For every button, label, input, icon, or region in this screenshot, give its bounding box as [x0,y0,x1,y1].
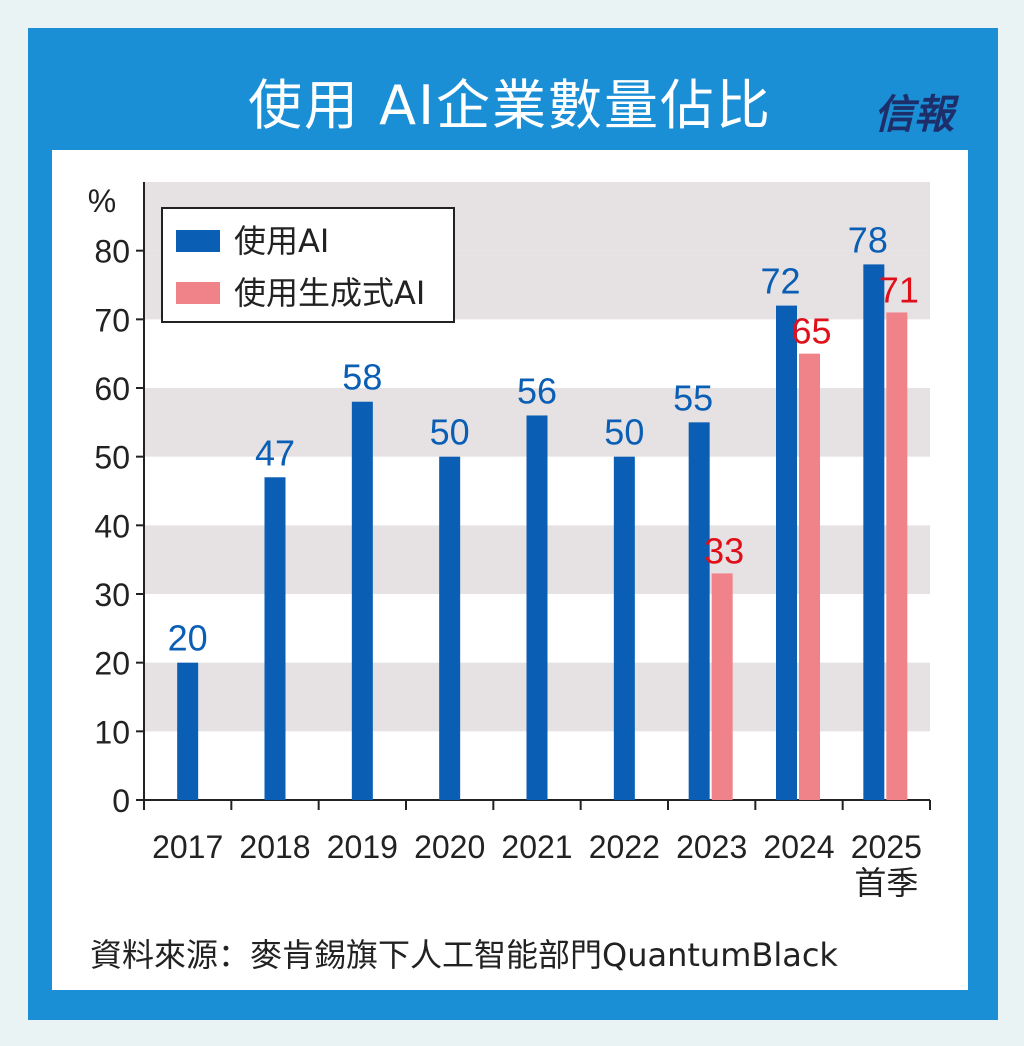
title-bar: 使用 AI企業數量佔比 信報 [52,62,968,150]
y-tick-label: 80 [94,234,130,270]
bar-ai [613,456,635,800]
bar-ai [264,477,286,800]
y-tick-label: 0 [112,783,130,819]
legend-label-genai: 使用生成式AI [234,274,425,312]
y-tick-label: 50 [94,440,130,476]
x-tick-label: 2023 [676,829,747,865]
x-tick-label: 2020 [414,829,485,865]
chart-title: 使用 AI企業數量佔比 [247,74,773,137]
bar-ai [863,264,885,800]
y-tick-label: 30 [94,577,130,613]
y-tick-label: 40 [94,508,130,544]
data-label-ai: 72 [760,261,800,302]
bar-ai [688,422,710,800]
publisher-logo: 信報 [874,91,954,138]
y-tick-label: 70 [94,302,130,338]
bar-ai [526,415,548,800]
bar-genai [711,573,733,800]
data-label-ai: 47 [255,432,295,473]
data-label-ai: 78 [848,219,888,260]
bar-ai [351,401,373,800]
x-tick-label: 2025 [851,829,922,865]
data-label-ai: 58 [342,357,382,398]
x-tick-label: 首季 [854,865,918,901]
y-axis-label: % [88,183,116,219]
source-note: 資料來源：麥肯錫旗下人工智能部門QuantumBlack [90,936,838,974]
y-tick-label: 10 [94,714,130,750]
legend-swatch-genai [176,282,220,304]
x-tick-label: 2024 [763,829,834,865]
x-tick-label: 2022 [589,829,660,865]
bar-ai [776,305,797,800]
x-tick-label: 2019 [327,829,398,865]
data-label-ai: 50 [604,412,644,453]
bar-genai [886,312,908,800]
legend-swatch-ai [176,230,220,252]
bar-ai [439,456,461,800]
x-tick-label: 2018 [239,829,310,865]
y-tick-label: 20 [94,646,130,682]
legend-label-ai: 使用AI [234,222,329,260]
data-label-ai: 55 [673,377,713,418]
data-label-genai: 33 [704,530,744,571]
data-label-genai: 71 [879,269,919,310]
data-label-ai: 50 [430,412,470,453]
x-tick-label: 2021 [501,829,572,865]
data-label-genai: 65 [791,311,831,352]
y-tick-label: 60 [94,371,130,407]
x-tick-label: 2017 [152,829,223,865]
bar-genai [799,353,820,800]
bar-ai [177,662,199,800]
data-label-ai: 20 [168,618,208,659]
data-label-ai: 56 [517,370,557,411]
